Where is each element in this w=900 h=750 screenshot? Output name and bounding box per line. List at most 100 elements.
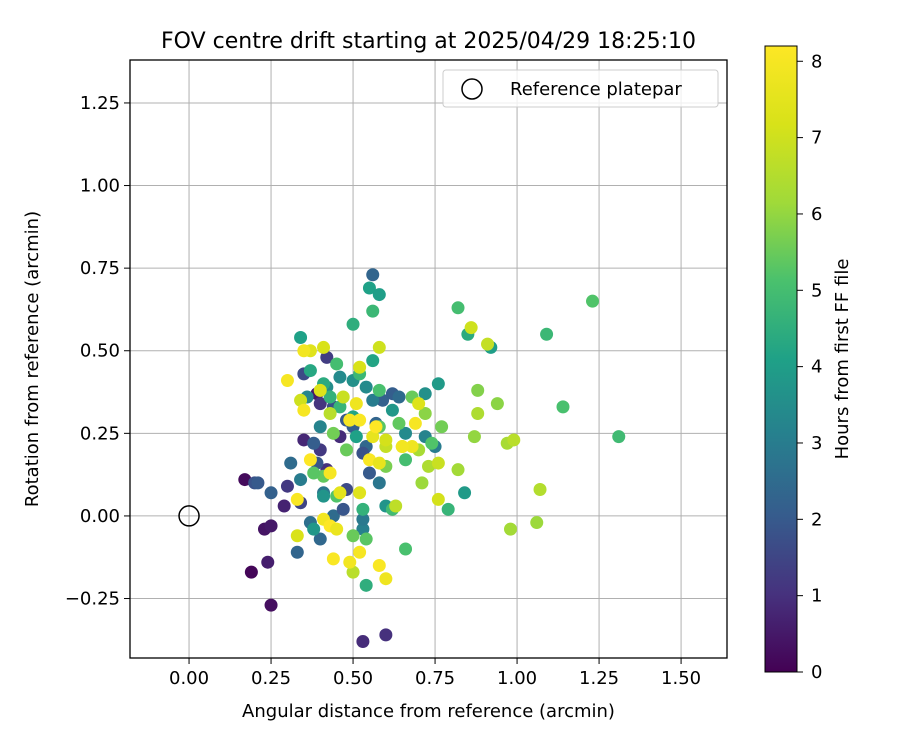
data-point <box>356 502 370 516</box>
data-point <box>372 558 386 572</box>
data-point <box>422 459 435 473</box>
data-point <box>323 407 337 421</box>
data-point <box>297 403 311 417</box>
data-point <box>471 383 485 397</box>
x-tick-label: 0.50 <box>333 668 373 689</box>
data-point <box>290 492 304 506</box>
data-point <box>346 317 360 331</box>
colorbar-tick-label: 8 <box>811 51 822 72</box>
colorbar-tick-label: 2 <box>811 509 822 530</box>
data-point <box>366 304 380 318</box>
data-point <box>586 294 600 308</box>
data-point <box>415 476 429 490</box>
data-point <box>359 532 373 546</box>
data-point <box>336 502 350 516</box>
data-point <box>379 628 393 642</box>
data-point <box>379 572 393 586</box>
data-point <box>408 416 422 430</box>
data-point <box>323 466 337 480</box>
data-point <box>451 463 465 477</box>
data-point <box>425 436 439 450</box>
y-tick-label: 0.75 <box>80 258 120 279</box>
x-tick-label: 1.50 <box>661 668 701 689</box>
data-point <box>346 565 360 579</box>
legend-entry-reference-platepar: Reference platepar <box>510 79 682 100</box>
data-point <box>504 522 518 536</box>
data-point <box>349 397 363 411</box>
data-point <box>323 390 337 404</box>
data-point <box>366 268 380 282</box>
data-point <box>385 403 399 417</box>
data-point <box>359 380 373 394</box>
data-point <box>297 433 311 447</box>
data-point <box>372 456 386 470</box>
colorbar-tick-label: 5 <box>811 280 822 301</box>
colorbar-gradient <box>764 45 798 673</box>
data-point <box>451 301 465 315</box>
data-point <box>530 516 544 530</box>
data-point <box>277 499 291 513</box>
data-point <box>435 420 449 434</box>
data-point <box>303 453 317 467</box>
y-tick-label: 0.00 <box>80 506 120 527</box>
data-point <box>326 552 340 566</box>
data-point <box>261 555 275 569</box>
reference-platepar-marker <box>178 505 200 527</box>
data-point <box>313 420 327 434</box>
data-point <box>392 416 406 430</box>
legend: Reference platepar <box>442 69 719 108</box>
data-point <box>356 522 370 536</box>
data-point <box>284 456 298 470</box>
data-point <box>359 578 373 592</box>
data-point <box>481 337 495 351</box>
data-point <box>280 479 294 493</box>
data-point <box>362 281 376 295</box>
y-tick-label: 0.25 <box>80 423 120 444</box>
data-point <box>330 357 344 371</box>
data-point <box>303 364 317 378</box>
colorbar-tick-label: 0 <box>811 662 822 683</box>
data-point <box>379 433 393 447</box>
data-point <box>612 430 626 444</box>
data-point <box>307 436 321 450</box>
legend-box <box>442 69 719 108</box>
data-point <box>343 413 357 427</box>
data-point <box>343 555 357 569</box>
data-point <box>307 522 321 536</box>
data-point <box>418 387 432 401</box>
grid-lines <box>130 60 727 658</box>
data-points <box>178 268 626 648</box>
x-tick-label: 0.25 <box>251 668 291 689</box>
data-point <box>313 397 327 411</box>
data-point <box>264 598 278 612</box>
data-point <box>251 476 265 490</box>
data-point <box>431 377 445 391</box>
y-tick-label: 0.50 <box>80 341 120 362</box>
data-point <box>313 532 327 546</box>
data-point <box>389 499 403 513</box>
data-point <box>339 443 353 457</box>
data-point <box>556 400 570 414</box>
data-point <box>294 473 308 487</box>
data-point <box>353 486 367 500</box>
legend-marker-open-circle <box>461 78 483 100</box>
data-point <box>333 400 347 414</box>
data-point <box>362 453 376 467</box>
data-point <box>372 340 386 354</box>
data-point <box>238 473 252 487</box>
data-point <box>458 486 472 500</box>
x-tick-label: 0.75 <box>415 668 455 689</box>
data-point <box>356 634 370 648</box>
data-point <box>264 486 278 500</box>
colorbar-tick-label: 7 <box>811 128 822 149</box>
data-point <box>244 565 258 579</box>
colorbar-tick-label: 4 <box>811 357 822 378</box>
data-point <box>507 433 521 447</box>
data-point <box>356 512 370 526</box>
x-tick-label: 1.00 <box>497 668 537 689</box>
data-point <box>290 545 304 559</box>
data-point <box>353 545 367 559</box>
x-axis-title: Angular distance from reference (arcmin) <box>242 701 615 722</box>
